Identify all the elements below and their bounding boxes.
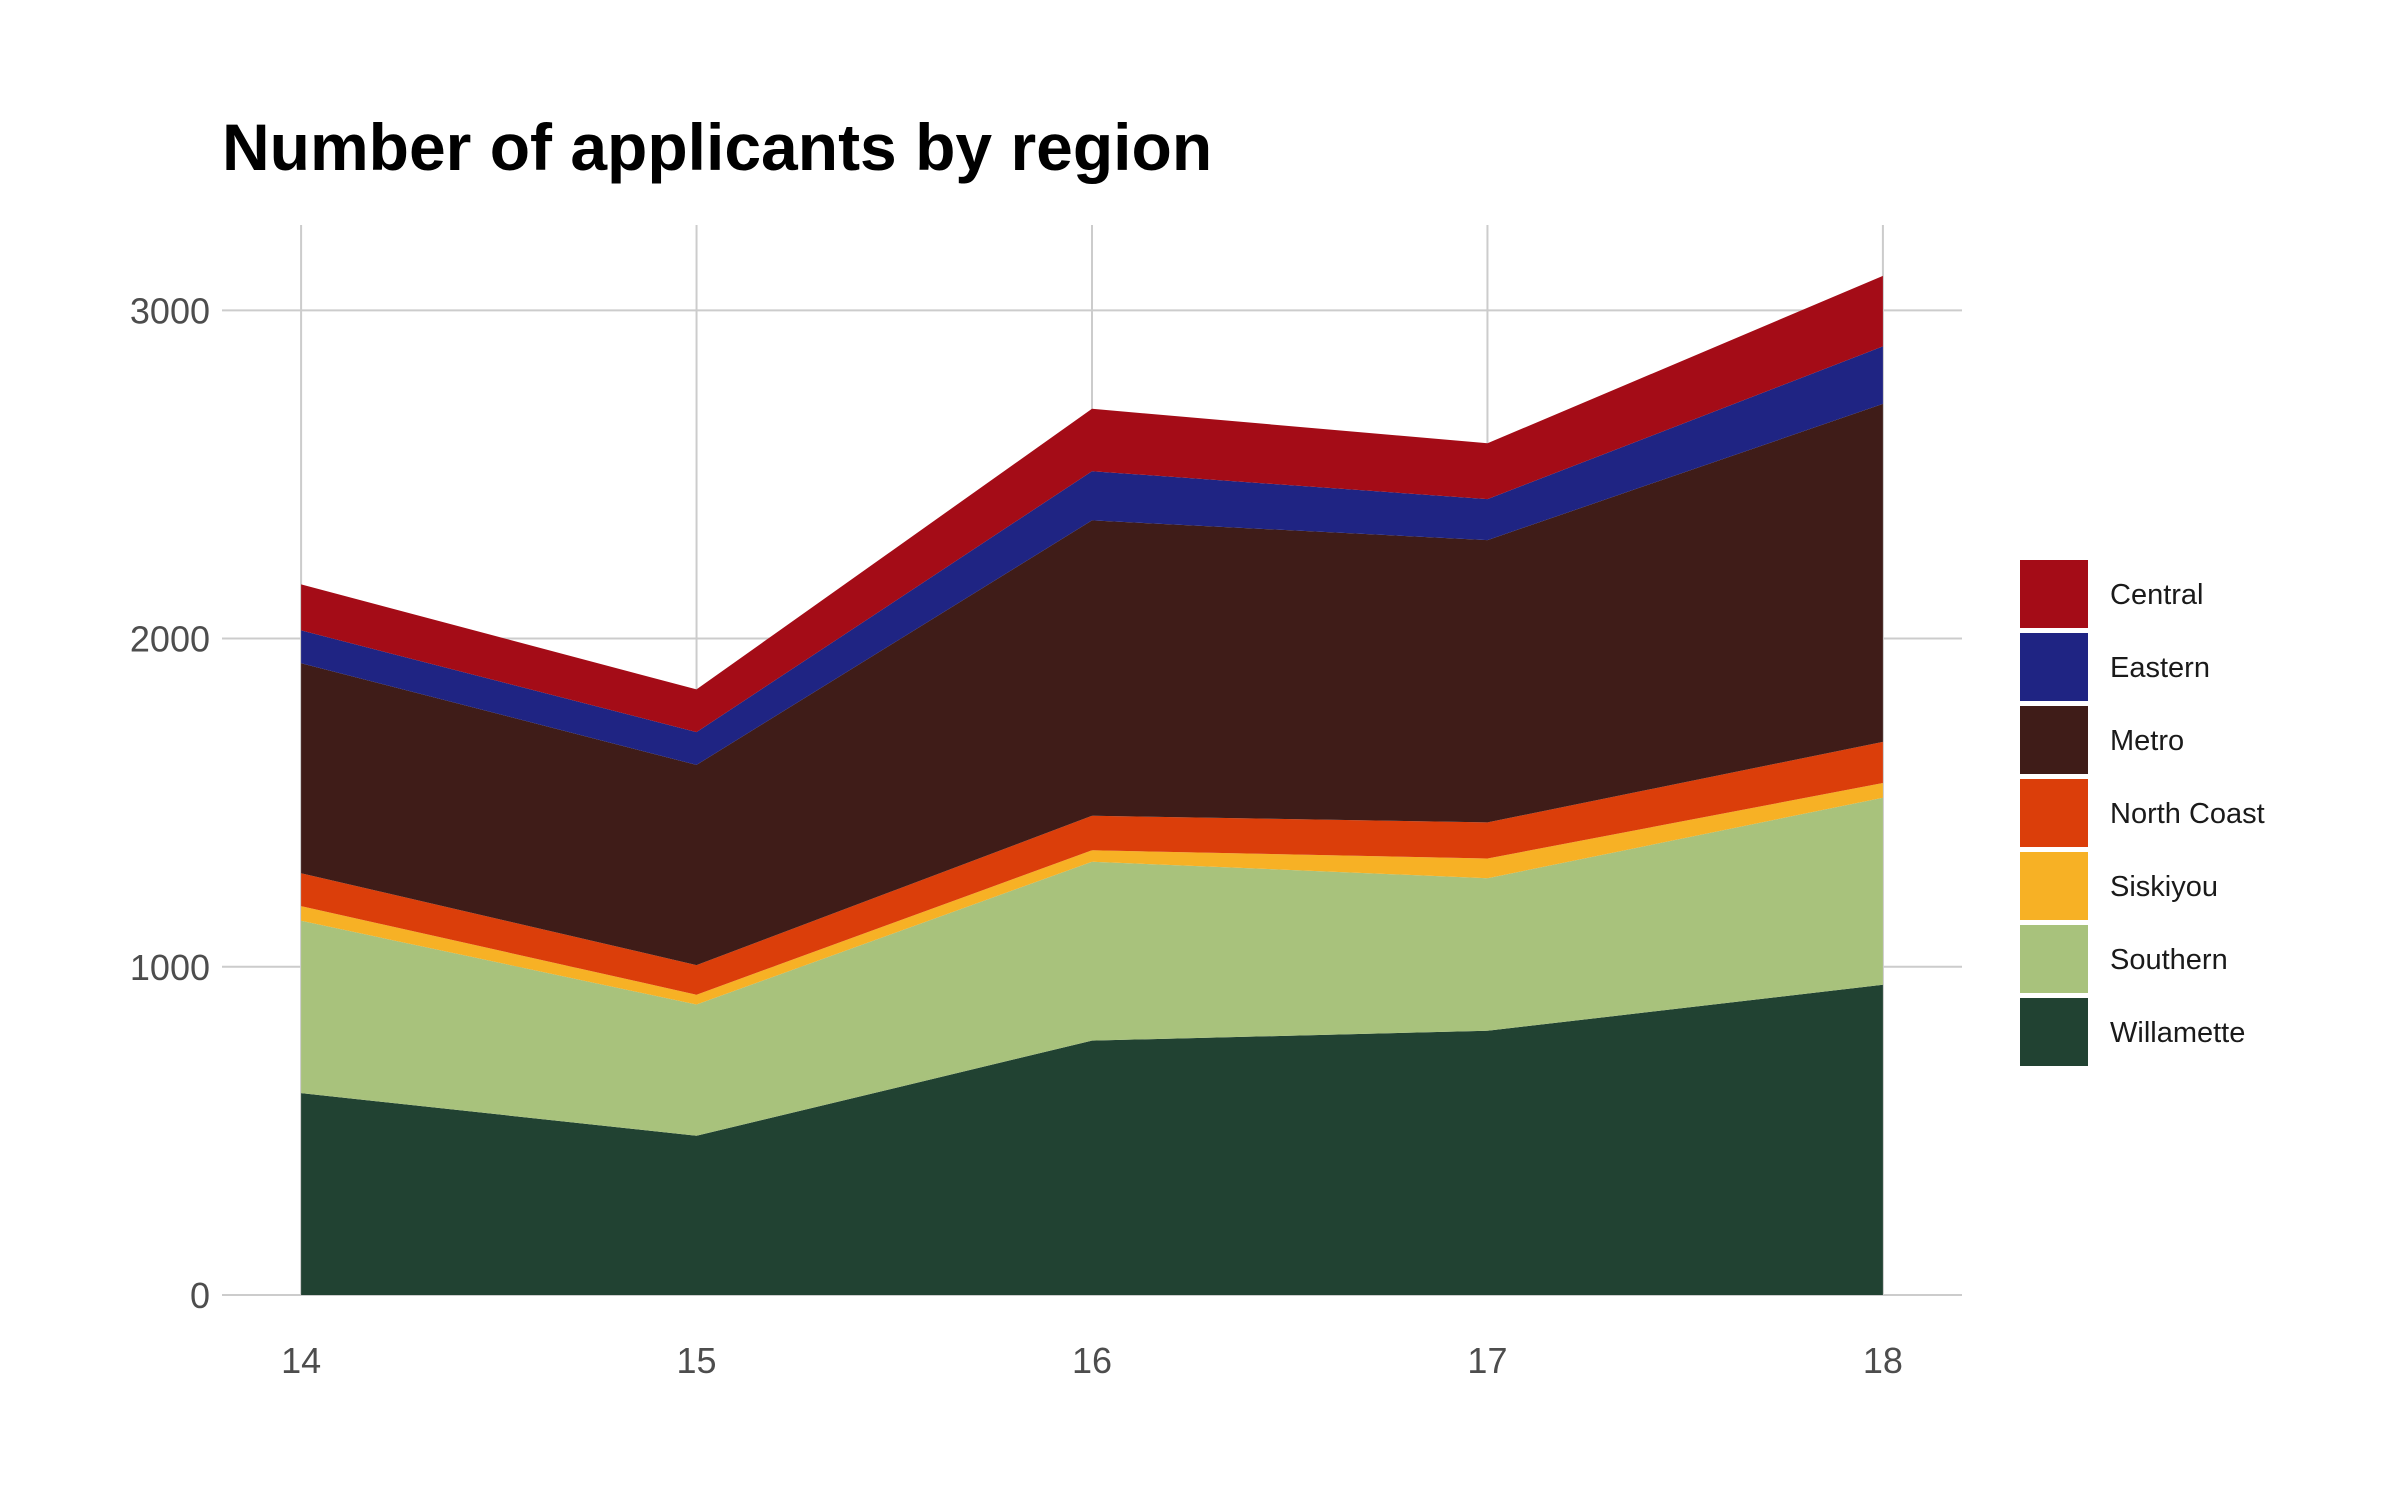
legend-swatch [2020, 633, 2088, 701]
legend-swatch [2020, 925, 2088, 993]
axis-tick-labels: 0 1000 2000 3000 14 15 16 17 18 [130, 290, 1903, 1381]
area-metro [301, 403, 1883, 966]
y-tick-label: 1000 [130, 947, 210, 988]
area-willamette [301, 984, 1883, 1295]
legend-swatch [2020, 706, 2088, 774]
x-tick-label: 18 [1863, 1340, 1903, 1381]
area-southern [301, 797, 1883, 1136]
x-tick-label: 15 [677, 1340, 717, 1381]
y-tick-label: 2000 [130, 619, 210, 660]
legend-label: North Coast [2110, 798, 2265, 830]
legend-item-north-coast: North Coast [2020, 779, 2265, 847]
legend-item-metro: Metro [2020, 706, 2184, 774]
legend-label: Eastern [2110, 652, 2210, 684]
legend: Central Eastern Metro North Coast Siskiyou So… [2020, 560, 2265, 1066]
x-tick-label: 17 [1467, 1340, 1507, 1381]
y-tick-label: 3000 [130, 290, 210, 331]
y-tick-label: 0 [190, 1275, 210, 1316]
legend-item-southern: Southern [2020, 925, 2228, 993]
x-tick-label: 16 [1072, 1340, 1112, 1381]
legend-item-eastern: Eastern [2020, 633, 2210, 701]
legend-swatch [2020, 852, 2088, 920]
chart-title: Number of applicants by region [222, 110, 1212, 184]
x-tick-label: 14 [281, 1340, 321, 1381]
legend-item-siskiyou: Siskiyou [2020, 852, 2218, 920]
legend-label: Willamette [2110, 1017, 2245, 1049]
legend-label: Metro [2110, 725, 2184, 757]
legend-swatch [2020, 779, 2088, 847]
legend-item-willamette: Willamette [2020, 998, 2245, 1066]
legend-swatch [2020, 998, 2088, 1066]
legend-label: Southern [2110, 944, 2228, 976]
area-series [301, 275, 1883, 1295]
legend-swatch [2020, 560, 2088, 628]
legend-label: Siskiyou [2110, 871, 2218, 903]
legend-item-central: Central [2020, 560, 2204, 628]
legend-label: Central [2110, 579, 2204, 611]
